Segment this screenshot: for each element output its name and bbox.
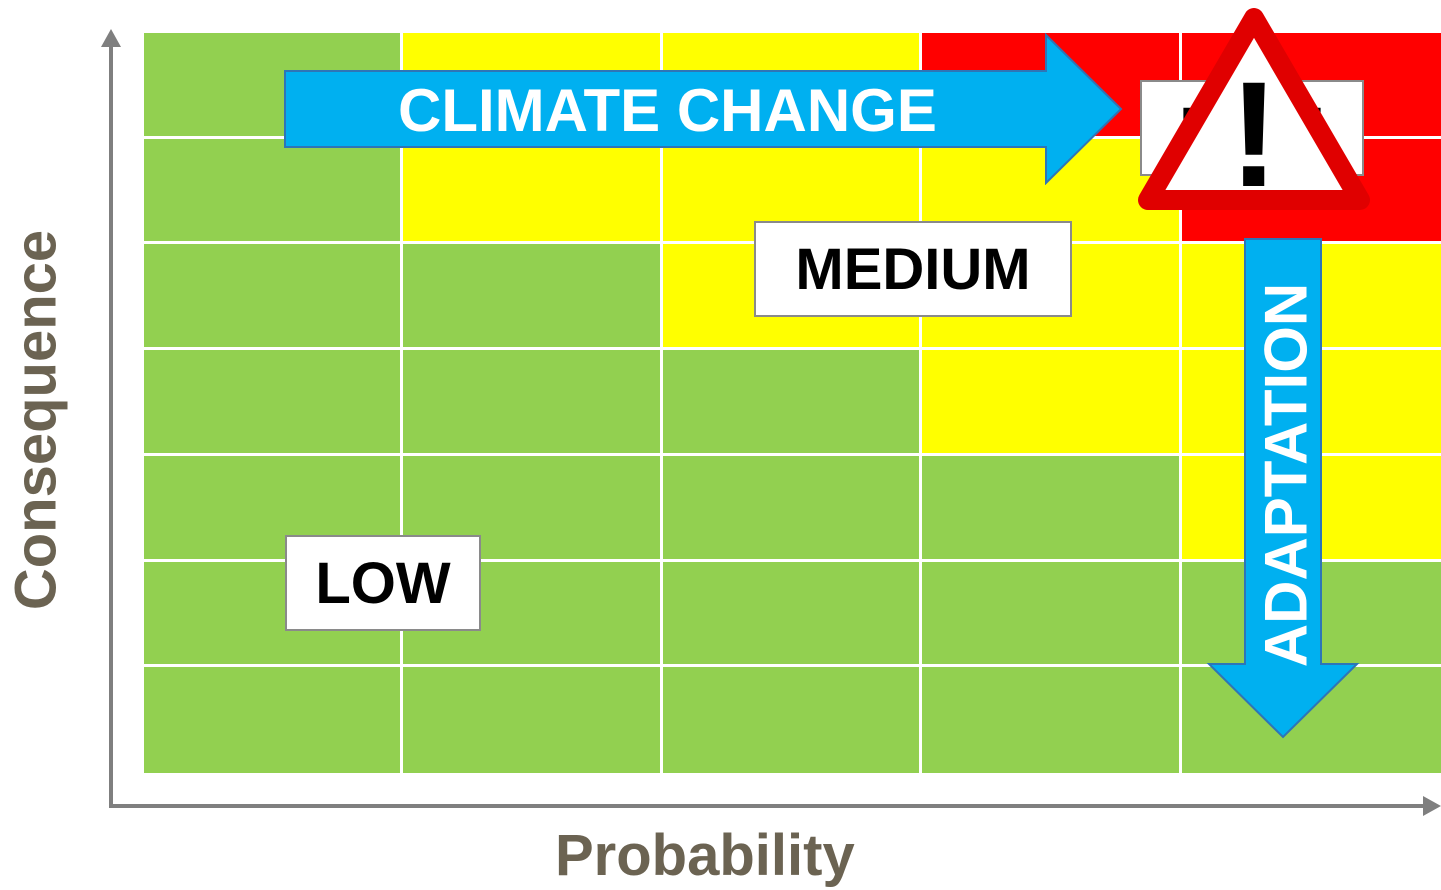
- adaptation-label: ADAPTATION: [1252, 282, 1320, 668]
- matrix-cell-r7-c3: [662, 667, 923, 773]
- x-axis-line: [109, 804, 1435, 808]
- low-label: LOW: [285, 535, 481, 631]
- warning-triangle-icon: !: [1138, 8, 1370, 210]
- matrix-cell-r6-c4: [922, 561, 1182, 668]
- y-axis-arrowhead: [101, 29, 121, 47]
- matrix-cell-r7-c4: [922, 667, 1182, 773]
- matrix-cell-r5-c3: [662, 455, 923, 562]
- medium-label: MEDIUM: [754, 221, 1072, 317]
- y-axis-line: [109, 40, 113, 808]
- matrix-cell-r3-c1: [144, 244, 404, 351]
- matrix-cell-r4-c4: [922, 350, 1182, 456]
- matrix-cell-r7-c1: [144, 667, 404, 773]
- x-axis-title: Probability: [555, 823, 855, 888]
- matrix-cell-r6-c3: [662, 561, 923, 668]
- matrix-cell-r5-c4: [922, 455, 1182, 562]
- climate-change-arrow: [284, 33, 1123, 185]
- adaptation-arrow: [1206, 238, 1360, 739]
- y-axis-title: Consequence: [3, 229, 69, 611]
- matrix-cell-r3-c2: [403, 244, 663, 351]
- matrix-cell-r4-c1: [144, 350, 404, 456]
- matrix-cell-r4-c3: [662, 350, 923, 456]
- matrix-cell-r4-c2: [403, 350, 663, 456]
- matrix-cell-r2-c1: [144, 138, 404, 245]
- matrix-cell-r2-c2: [403, 138, 663, 245]
- matrix-cell-r7-c2: [403, 667, 663, 773]
- x-axis-arrowhead: [1423, 796, 1441, 816]
- svg-text:!: !: [1229, 50, 1279, 210]
- climate-change-label: CLIMATE CHANGE: [398, 77, 937, 144]
